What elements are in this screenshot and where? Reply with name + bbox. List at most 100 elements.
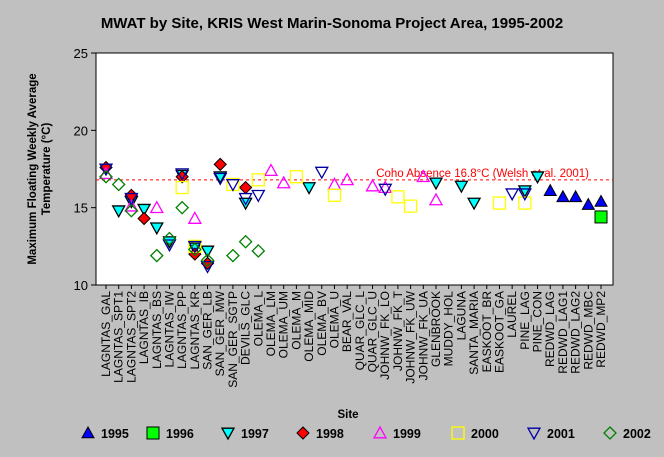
point-1997-laguna (454, 180, 469, 194)
point-2002-lagntas_pp (175, 200, 190, 215)
point-1997-lagntas_spt1 (111, 205, 126, 219)
x-tick-label: QUAR_GLC_U (366, 291, 380, 372)
data-points (98, 157, 608, 274)
point-2002-lagntas_gal (99, 169, 113, 184)
legend-label-1995: 1995 (101, 427, 129, 441)
x-tick-label: GLENBROOK (429, 291, 443, 367)
point-2000-johnw_fk_t (391, 190, 405, 204)
point-2000-easkoot_ga (492, 196, 507, 210)
point-2000-olema_u (327, 188, 342, 202)
point-2001-san_ger_lb (200, 260, 215, 274)
y-tick-label: 25 (74, 46, 88, 61)
point-1995-redwd_lag1 (556, 189, 570, 203)
x-tick-label: REDWD_LAG1 (556, 291, 570, 374)
point-1999-olema_um (276, 175, 291, 189)
legend: 1995 1996 1997 1998 1999 2000 2001 2002 (81, 425, 651, 441)
legend-label-1997: 1997 (241, 427, 269, 441)
legend-marker-1997 (220, 427, 236, 441)
x-tick-label: MUDDY_HOL (442, 291, 456, 367)
point-1997-olema_mid (301, 182, 317, 195)
legend-label-1998: 1998 (316, 427, 344, 441)
x-tick-label: QUAR_GLC_L (353, 291, 367, 371)
point-1999-quar_glc_u (365, 178, 380, 192)
x-tick-label: DEVILS_GLC (239, 291, 253, 365)
x-tick-label: LAUREL (505, 291, 519, 338)
point-2001-laurel (505, 188, 520, 202)
x-tick-label: OLEMA_U (327, 291, 341, 348)
point-1999-johnw_fk_ua (416, 169, 431, 183)
x-tick-label: LAGNTAS_SPT2 (124, 291, 138, 383)
point-1997-san_ger_mw (213, 171, 228, 185)
point-2001-lagntas_spt2 (124, 192, 139, 206)
point-1999-olema_lm (263, 163, 279, 176)
legend-label-1999: 1999 (393, 427, 421, 441)
x-tick-label: OLEMA_M (289, 291, 303, 350)
point-1998-san_ger_mw (213, 157, 227, 172)
point-2000-johnw_fk_uw (403, 199, 418, 213)
point-1995-redwd_lag2 (568, 189, 583, 203)
x-tick-label: OLEMA_UM (277, 291, 291, 358)
y-axis-label-line2: Temperature (°C) (41, 123, 53, 216)
point-2000-pine_lag (518, 196, 532, 210)
point-1999-lagntas_spt2 (124, 198, 139, 212)
point-2002-lagntas_iw (162, 231, 177, 246)
x-tick-label: LAGNTAS_GAL (99, 291, 113, 377)
point-2002-lagntas_spt1 (111, 177, 126, 192)
point-1999-lagntas_bs (149, 200, 164, 214)
x-tick-label: REDWD_MP2 (594, 291, 608, 368)
x-tick-label: SANTA_MARIA (467, 291, 481, 375)
point-2000-lagntas_pp (175, 180, 189, 195)
x-tick-label: OLEMA_BV (315, 291, 329, 356)
point-1997-santa_maria (466, 197, 482, 211)
point-2002-san_ger_sgtp (226, 248, 240, 263)
x-tick-label: LAGNTAS_IB (137, 291, 151, 364)
point-1995-redwd_lag (543, 183, 558, 196)
x-tick-label: SAN_GER_SGTP (226, 291, 240, 388)
x-tick-label: LAGNTAS_SPT1 (112, 291, 126, 383)
x-tick-label: LAGNTAS_BS (150, 291, 164, 369)
point-2000-olema_m (289, 170, 304, 184)
y-tick-label: 15 (74, 201, 88, 216)
x-tick-label: PINE_CON (531, 291, 545, 352)
x-tick-label: REDWD_LAG2 (569, 291, 583, 374)
point-1997-lagntas_bs (149, 222, 164, 236)
point-1997-pine_con (530, 171, 545, 185)
x-tick-label: LAGNTAS_IW (162, 290, 176, 367)
legend-marker-1999 (372, 425, 388, 439)
legend-marker-1996 (146, 426, 160, 440)
point-2001-san_ger_sgtp (225, 179, 241, 192)
x-tick-label: EASKOOT_BR (480, 291, 494, 373)
x-tick-label: JOHNW_FK_UA (416, 291, 430, 380)
point-2000-olema_l (251, 173, 265, 187)
x-tick-label: OLEMA_MID (302, 291, 316, 362)
point-1999-bear_val (340, 172, 355, 186)
x-tick-label: SAN_GER_MW (213, 290, 227, 376)
x-tick-label: OLEMA_L (251, 291, 265, 347)
x-axis-label: Site (337, 409, 358, 421)
x-tick-label: JOHNW_FK_LO (378, 291, 392, 380)
point-2001-devils_glc (238, 192, 253, 206)
point-1997-san_ger_lb (200, 245, 215, 259)
point-1998-lagntas_ib (137, 211, 151, 226)
x-tick-label: LAGNTAS_KR (188, 291, 202, 370)
y-tick-label: 20 (74, 123, 88, 138)
point-1997-lagntas_ib (136, 203, 152, 217)
point-1999-glenbrook (428, 192, 444, 206)
legend-marker-2002 (603, 426, 617, 440)
legend-marker-1998 (296, 426, 310, 440)
y-tick-label: 10 (74, 278, 88, 293)
legend-label-2001: 2001 (547, 427, 575, 441)
point-1999-lagntas_kr (187, 211, 202, 224)
x-tick-label: EASKOOT_GA (492, 291, 506, 373)
point-2002-devils_glc (238, 234, 253, 249)
x-tick-label: SAN_GER_LB (201, 291, 215, 370)
point-2001-johnw_fk_lo (378, 183, 393, 197)
point-2002-lagntas_spt2 (124, 203, 139, 218)
point-2001-olema_bv (314, 166, 329, 180)
x-tick-label: JOHNW_FK_T (391, 290, 405, 371)
y-axis: 10 15 20 25 (74, 46, 96, 293)
x-axis: LAGNTAS_GALLAGNTAS_SPT1LAGNTAS_SPT2LAGNT… (99, 285, 608, 388)
point-1999-johnw_fk_lo (378, 180, 393, 194)
x-tick-label: BEAR_VAL (340, 291, 354, 352)
legend-label-1996: 1996 (166, 427, 194, 441)
